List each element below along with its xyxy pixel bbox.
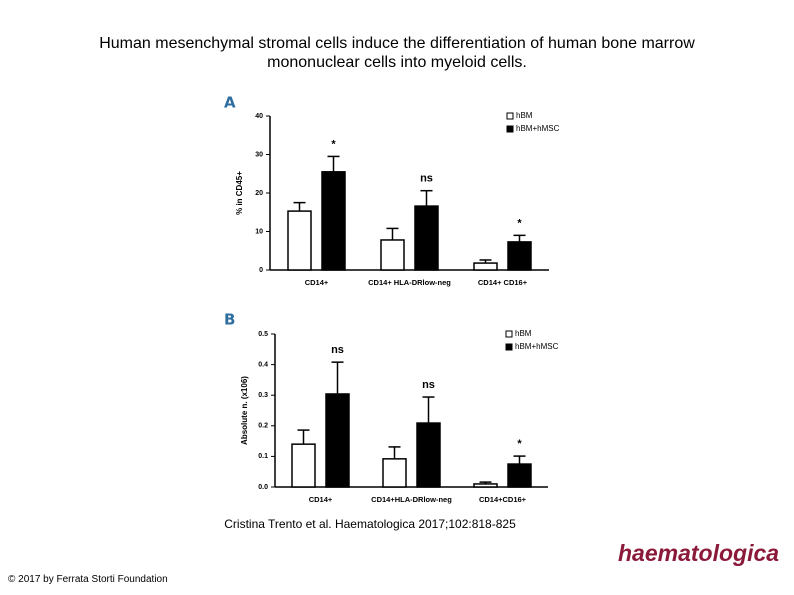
y-axis-label: Absolute n. (x106)	[240, 376, 249, 445]
slide-title: Human mesenchymal stromal cells induce t…	[99, 35, 695, 71]
y-axis-label: % in CD45+	[235, 171, 244, 215]
y-tick-label: 40	[255, 113, 263, 120]
legend-label: hBM	[515, 329, 532, 338]
annotation: *	[517, 438, 522, 450]
legend-swatch	[506, 112, 514, 120]
annotation: ns	[422, 379, 435, 391]
y-tick-label: 0.1	[258, 453, 268, 460]
bar	[507, 241, 532, 271]
legend-label: hBM+hMSC	[516, 124, 560, 133]
legend-label: hBM	[516, 111, 533, 120]
legend-swatch	[505, 330, 513, 338]
x-tick-label: CD14+	[309, 495, 333, 504]
y-tick-label: 30	[255, 151, 263, 158]
bar	[291, 443, 316, 488]
x-tick-label: CD14+CD16+	[479, 495, 527, 504]
y-tick-label: 0.3	[258, 392, 268, 399]
y-tick-label: 0.4	[258, 361, 268, 368]
legend-swatch	[505, 343, 513, 351]
x-tick-label: CD14+	[305, 278, 329, 287]
x-tick-label: CD14+ HLA-DRlow-neg	[368, 278, 451, 287]
bar	[325, 393, 350, 488]
bar	[380, 239, 405, 271]
y-tick-label: 10	[255, 228, 263, 235]
bar	[414, 205, 439, 271]
annotation: ns	[420, 173, 433, 185]
y-tick-label: 0.0	[258, 484, 268, 491]
y-tick-label: 0	[259, 267, 263, 274]
bar	[382, 458, 407, 488]
annotation: ns	[331, 344, 344, 356]
x-tick-label: CD14+ CD16+	[478, 278, 528, 287]
bar	[416, 422, 441, 488]
annotation: *	[331, 138, 336, 150]
bar	[473, 262, 498, 271]
x-tick-label: CD14+HLA-DRlow-neg	[371, 495, 452, 504]
panel-label: B	[224, 311, 235, 329]
y-tick-label: 0.2	[258, 423, 268, 430]
bar	[287, 210, 312, 271]
panel-label: A	[224, 94, 236, 112]
legend-swatch	[506, 125, 514, 133]
annotation: *	[517, 217, 522, 229]
logo: haematologica	[618, 540, 780, 566]
bar	[507, 463, 532, 488]
copyright: © 2017 by Ferrata Storti Foundation	[8, 574, 168, 585]
y-tick-label: 0.5	[258, 331, 268, 338]
y-tick-label: 20	[255, 190, 263, 197]
bar	[321, 171, 346, 271]
citation: Cristina Trento et al. Haematologica 201…	[224, 517, 516, 531]
legend-label: hBM+hMSC	[515, 342, 559, 351]
bar	[473, 483, 498, 488]
